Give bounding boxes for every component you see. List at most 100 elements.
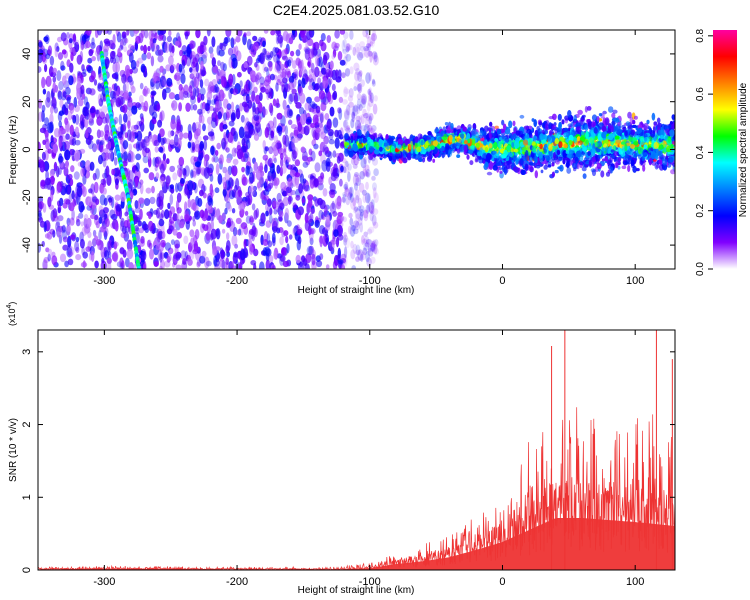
noise-cell (235, 50, 242, 62)
band-cell (584, 124, 589, 132)
noise-cell (307, 61, 311, 67)
noise-cell (235, 108, 241, 120)
noise-cell (225, 107, 232, 119)
noise-cell (181, 59, 186, 69)
noise-cell (351, 265, 356, 269)
noise-cell (66, 96, 71, 105)
noise-cell (318, 225, 326, 235)
noise-cell (368, 113, 374, 121)
noise-cell (221, 141, 226, 151)
noise-cell (42, 203, 47, 213)
noise-cell (342, 120, 349, 128)
noise-cell (82, 260, 86, 269)
noise-cell (81, 246, 85, 256)
noise-cell (95, 198, 100, 205)
noise-cell (131, 186, 137, 193)
noise-cell (265, 203, 269, 212)
noise-cell (132, 264, 137, 269)
noise-cell (273, 177, 280, 186)
noise-cell (254, 62, 258, 68)
noise-cell (264, 146, 269, 152)
noise-cell (151, 185, 155, 194)
noise-cell (134, 42, 138, 52)
noise-cell (193, 156, 199, 162)
noise-cell (148, 30, 154, 41)
noise-cell (240, 209, 245, 216)
noise-cell (295, 254, 301, 264)
noise-cell (160, 137, 165, 146)
noise-cell (205, 260, 212, 267)
noise-cell (135, 153, 142, 161)
noise-cell (174, 72, 181, 82)
noise-cell (169, 217, 175, 224)
noise-cell (278, 210, 284, 218)
noise-cell (294, 159, 301, 167)
noise-cell (373, 192, 379, 203)
noise-cell (355, 194, 360, 204)
noise-cell (123, 231, 130, 242)
noise-cell (112, 251, 119, 263)
noise-cell (347, 192, 352, 201)
noise-cell (165, 175, 171, 185)
band-cell (627, 164, 631, 173)
noise-cell (301, 197, 305, 204)
noise-cell (308, 84, 313, 91)
noise-cell (118, 114, 123, 126)
noise-cell (67, 258, 74, 266)
noise-cell (262, 48, 267, 56)
noise-cell (223, 37, 229, 45)
noise-cell (363, 112, 369, 119)
noise-cell (268, 61, 273, 72)
noise-cell (264, 246, 271, 256)
noise-cell (359, 51, 366, 59)
noise-cell (58, 120, 62, 128)
noise-cell (241, 101, 248, 108)
noise-cell (276, 54, 281, 65)
noise-cell (372, 30, 376, 38)
noise-cell (51, 96, 57, 108)
noise-cell (178, 83, 183, 92)
noise-cell (358, 182, 365, 193)
noise-cell (362, 238, 368, 244)
noise-cell (225, 196, 231, 204)
noise-cell (365, 112, 371, 122)
noise-cell (85, 129, 89, 139)
noise-cell (150, 90, 157, 96)
noise-cell (143, 44, 148, 55)
noise-cell (128, 262, 134, 269)
noise-cell (349, 225, 356, 237)
noise-cell (345, 196, 351, 206)
noise-cell (57, 90, 63, 100)
noise-cell (340, 165, 344, 173)
noise-cell (309, 175, 314, 181)
noise-cell (108, 149, 114, 162)
noise-cell (344, 237, 351, 249)
noise-cell (325, 62, 330, 73)
noise-cell (53, 106, 59, 114)
noise-cell (111, 213, 118, 221)
noise-cell (264, 75, 272, 83)
noise-cell (279, 255, 286, 262)
noise-cell (308, 197, 313, 208)
noise-cell (309, 212, 314, 223)
noise-cell (345, 125, 350, 132)
noise-cell (332, 219, 339, 232)
noise-cell (62, 91, 67, 98)
noise-cell (120, 217, 125, 228)
noise-cell (201, 101, 207, 110)
noise-cell (77, 70, 81, 76)
noise-cell (129, 30, 135, 37)
noise-cell (84, 118, 89, 128)
noise-cell (287, 59, 292, 67)
noise-cell (354, 71, 360, 82)
noise-cell (197, 46, 203, 57)
band-cell (432, 158, 436, 163)
noise-cell (314, 96, 321, 103)
noise-cell (169, 139, 175, 145)
noise-cell (292, 202, 297, 209)
noise-cell (140, 264, 144, 269)
noise-cell (159, 147, 164, 154)
noise-cell (49, 113, 54, 125)
noise-cell (269, 104, 274, 117)
noise-cell (38, 210, 42, 218)
